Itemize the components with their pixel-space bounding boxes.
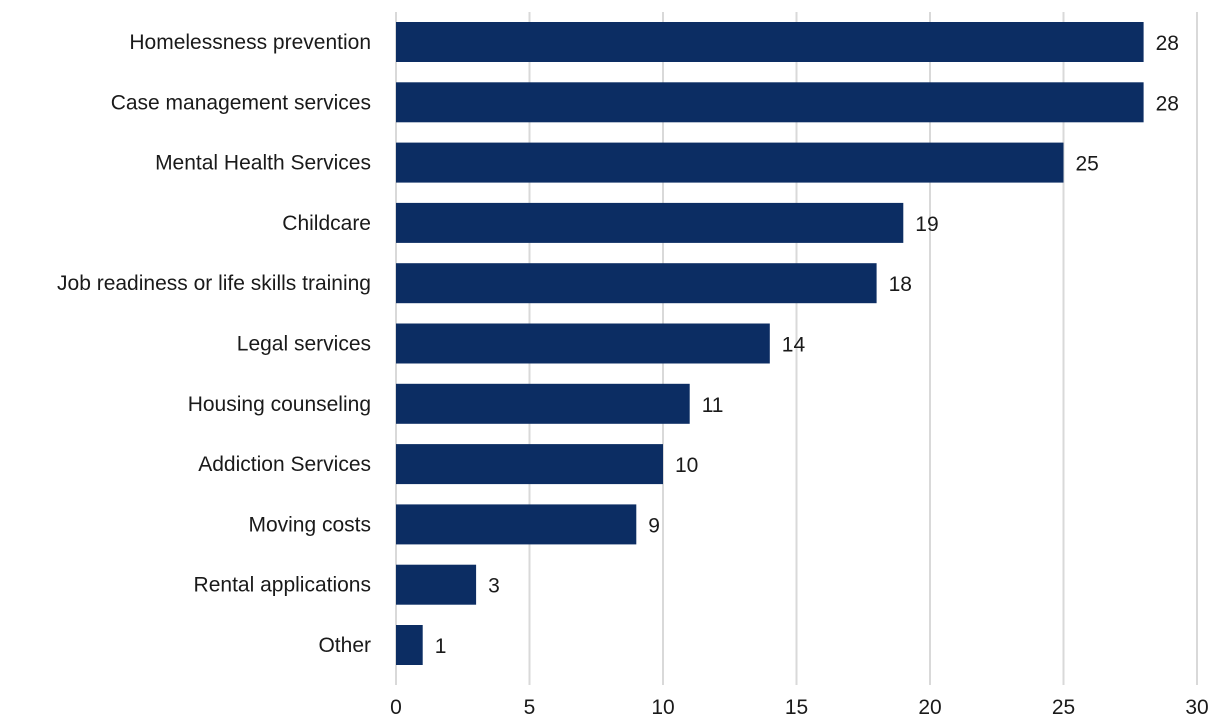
x-axis-tick-labels: 0 5 10 15 20 25 30 <box>390 696 1209 719</box>
bars <box>396 22 1144 665</box>
value-label: 25 <box>1076 153 1099 176</box>
x-tick-label: 25 <box>1052 696 1075 719</box>
bar <box>396 82 1144 123</box>
value-label: 9 <box>648 514 660 537</box>
value-label: 11 <box>702 394 724 417</box>
bar <box>396 142 1064 183</box>
x-tick-label: 10 <box>651 696 674 719</box>
value-label: 19 <box>915 213 938 236</box>
value-label: 3 <box>488 575 500 598</box>
category-label: Other <box>318 634 371 657</box>
value-label: 14 <box>782 334 806 357</box>
category-label: Rental applications <box>194 574 371 597</box>
bar <box>396 323 770 364</box>
bar <box>396 444 663 485</box>
value-label: 18 <box>889 273 912 296</box>
category-labels: Homelessness prevention Case management s… <box>57 31 371 657</box>
category-label: Job readiness or life skills training <box>57 272 371 295</box>
category-label: Addiction Services <box>198 453 371 476</box>
value-label: 28 <box>1156 92 1179 115</box>
bar <box>396 263 877 304</box>
value-labels: 28 28 25 19 18 14 11 10 9 3 1 <box>435 32 1179 658</box>
category-label: Moving costs <box>248 513 371 536</box>
category-label: Homelessness prevention <box>129 31 371 54</box>
category-label: Legal services <box>237 333 371 356</box>
value-label: 1 <box>435 635 447 658</box>
category-label: Mental Health Services <box>155 152 371 175</box>
category-label: Housing counseling <box>188 393 371 416</box>
x-tick-label: 20 <box>918 696 941 719</box>
value-label: 10 <box>675 454 698 477</box>
value-label: 28 <box>1156 32 1179 55</box>
bar <box>396 504 637 545</box>
category-label: Case management services <box>111 91 371 114</box>
bar <box>396 625 423 665</box>
x-tick-label: 15 <box>785 696 808 719</box>
bar <box>396 564 477 605</box>
x-tick-label: 0 <box>390 696 402 719</box>
bar <box>396 22 1144 62</box>
bar <box>396 202 904 243</box>
x-tick-label: 30 <box>1185 696 1208 719</box>
x-tick-label: 5 <box>524 696 536 719</box>
category-label: Childcare <box>282 212 371 235</box>
bar <box>396 383 690 424</box>
